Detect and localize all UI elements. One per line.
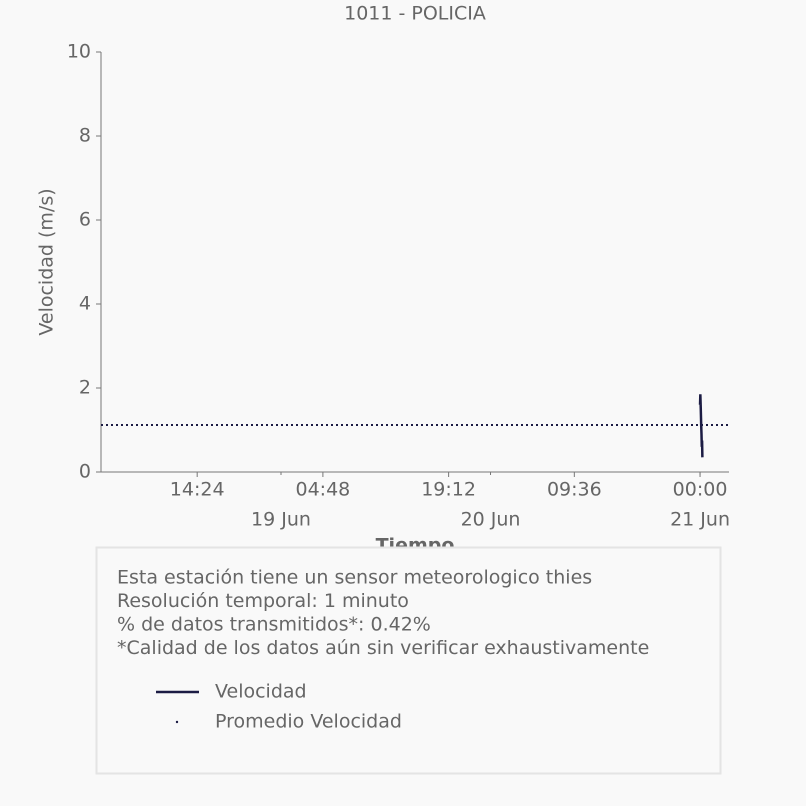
x-tick-label: 19:12 [421, 479, 476, 501]
y-tick-label: 0 [79, 461, 91, 483]
info-text: Esta estación tiene un sensor meteorolog… [117, 567, 592, 589]
x-tick-label: 14:24 [170, 479, 225, 501]
legend-label: Velocidad [215, 681, 307, 703]
info-text: Resolución temporal: 1 minuto [117, 590, 409, 612]
chart-title: 1011 - POLICIA [344, 3, 486, 25]
y-tick-label: 6 [79, 209, 91, 231]
x-tick-label: 09:36 [547, 479, 602, 501]
y-tick-label: 2 [79, 377, 91, 399]
y-tick-label: 10 [67, 41, 91, 63]
y-tick-label: 4 [79, 293, 91, 315]
legend-label: Promedio Velocidad [215, 711, 402, 733]
x-minor-tick-label: 21 Jun [670, 509, 730, 531]
info-text: *Calidad de los datos aún sin verificar … [117, 637, 649, 659]
legend-dot-swatch [175, 720, 179, 724]
x-minor-tick-label: 19 Jun [251, 509, 311, 531]
info-text: % de datos transmitidos*: 0.42% [117, 614, 431, 636]
info-box [95, 546, 722, 775]
x-minor-tick-label: 20 Jun [461, 509, 521, 531]
x-tick-label: 00:00 [673, 479, 728, 501]
x-tick-label: 04:48 [296, 479, 351, 501]
series-line [698, 394, 704, 458]
y-axis-label: Velocidad (m/s) [36, 188, 58, 335]
y-tick-label: 8 [79, 125, 91, 147]
